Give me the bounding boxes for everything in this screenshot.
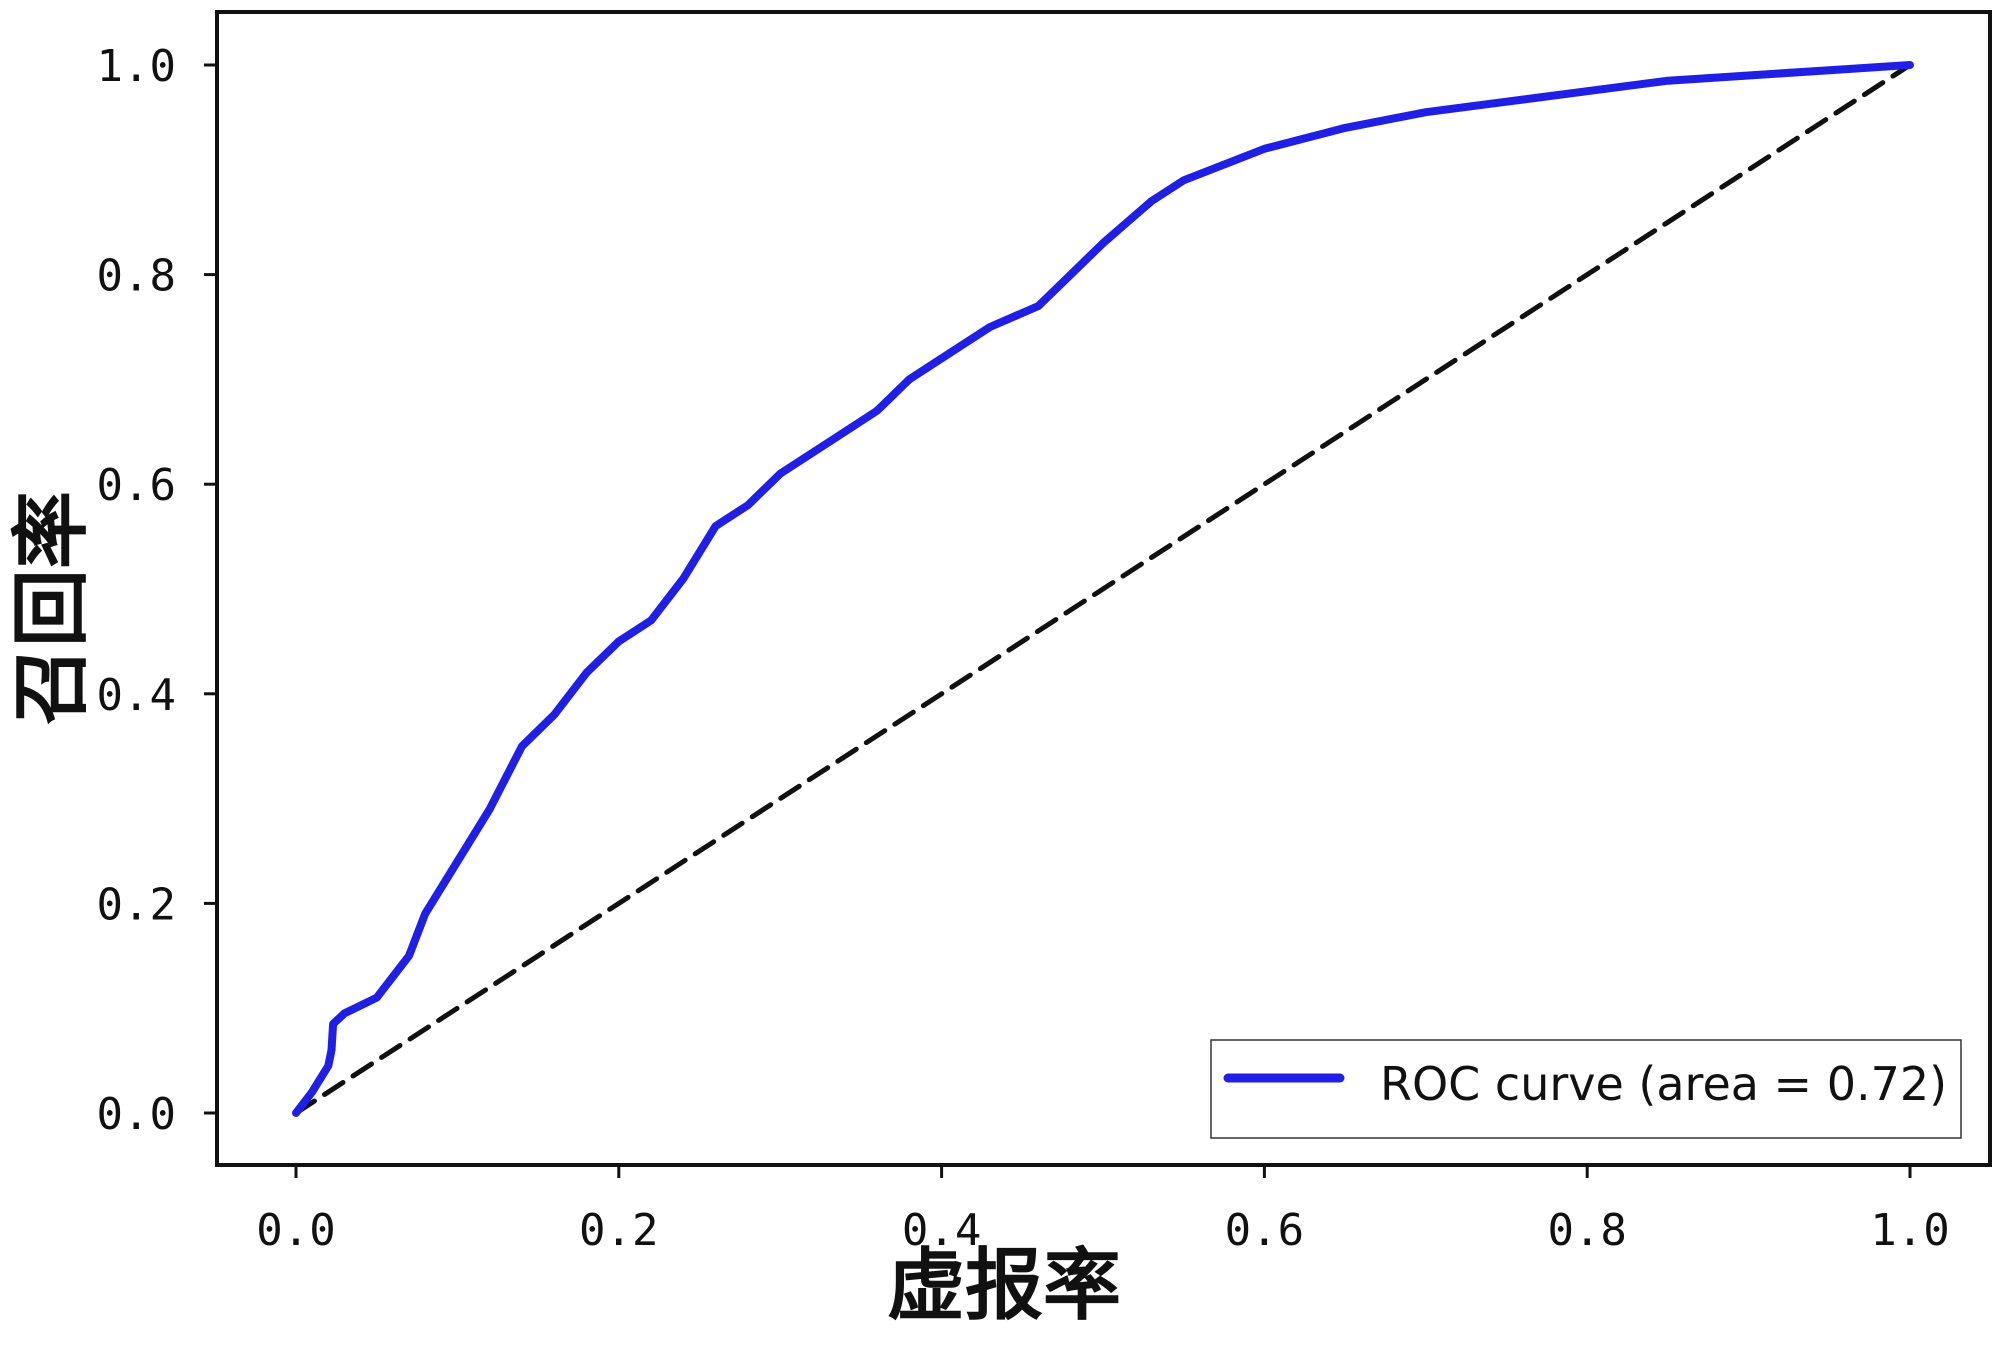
x-tick-label: 1.0 — [1870, 1205, 1949, 1256]
x-tick-label: 0.4 — [902, 1205, 981, 1256]
diagonal-reference-line — [293, 62, 1913, 1116]
legend: ROC curve (area = 0.72) — [1210, 1039, 1962, 1139]
roc-curve-line — [292, 61, 1914, 1117]
y-tick-label: 0.8 — [97, 251, 176, 302]
series-layer — [292, 61, 1914, 1117]
y-axis-ticks: 0.0 0.2 0.4 0.6 0.8 1.0 — [97, 41, 217, 1140]
x-axis-title: 虚报率 — [887, 1241, 1121, 1331]
legend-label-roc: ROC curve (area = 0.72) — [1380, 1057, 1947, 1111]
x-tick-label: 0.0 — [256, 1205, 335, 1256]
y-tick-label: 1.0 — [97, 41, 176, 92]
y-tick-label: 0.0 — [97, 1089, 176, 1140]
y-axis-title: 召回率 — [7, 491, 97, 725]
y-tick-label: 0.4 — [97, 670, 176, 721]
y-tick-label: 0.6 — [97, 460, 176, 511]
x-axis-ticks: 0.0 0.2 0.4 0.6 0.8 1.0 — [256, 1165, 1950, 1256]
x-tick-label: 0.8 — [1547, 1205, 1626, 1256]
legend-box — [1210, 1039, 1962, 1139]
y-tick-label: 0.2 — [97, 879, 176, 930]
x-tick-label: 0.2 — [579, 1205, 658, 1256]
x-tick-label: 0.6 — [1225, 1205, 1304, 1256]
plot-frame — [215, 10, 1992, 1167]
